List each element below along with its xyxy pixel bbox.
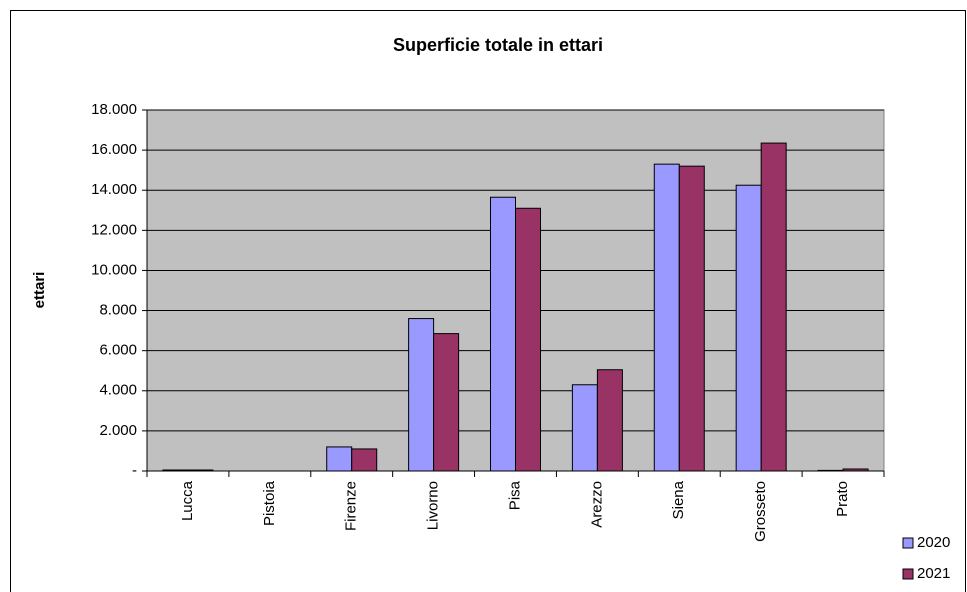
x-tick-label: Lucca bbox=[179, 480, 196, 521]
y-tick-label: 10.000 bbox=[91, 261, 137, 278]
bar bbox=[735, 184, 762, 472]
y-tick-label: 18.000 bbox=[91, 101, 137, 118]
y-tick-label: 16.000 bbox=[91, 141, 137, 158]
x-tick-label: Firenze bbox=[343, 481, 360, 531]
y-axis-label: ettari bbox=[31, 272, 48, 309]
bar bbox=[490, 196, 516, 472]
bar bbox=[351, 448, 378, 472]
legend-swatch bbox=[902, 568, 914, 580]
bar bbox=[326, 446, 353, 472]
bar bbox=[760, 142, 787, 472]
legend-label: 2020 bbox=[917, 534, 950, 551]
bar bbox=[515, 207, 541, 472]
bar bbox=[571, 384, 598, 472]
bar bbox=[678, 165, 705, 472]
x-tick-label: Prato bbox=[834, 481, 851, 517]
x-tick-label: Grosseto bbox=[752, 481, 769, 542]
x-tick-label: Pistoia bbox=[261, 480, 278, 526]
chart-title: Superficie totale in ettari bbox=[393, 35, 603, 55]
y-tick-label: - bbox=[132, 462, 137, 479]
bar bbox=[408, 318, 435, 472]
y-tick-label: 12.000 bbox=[91, 221, 137, 238]
legend-swatch bbox=[902, 537, 914, 549]
y-tick-label: 14.000 bbox=[91, 181, 137, 198]
legend-label: 2021 bbox=[917, 565, 950, 582]
y-tick-label: 2.000 bbox=[99, 422, 137, 439]
x-tick-label: Livorno bbox=[425, 481, 442, 530]
bar bbox=[596, 369, 623, 472]
x-tick-label: Arezzo bbox=[588, 481, 605, 528]
y-tick-label: 8.000 bbox=[99, 302, 137, 319]
y-tick-label: 4.000 bbox=[99, 382, 137, 399]
bar bbox=[653, 163, 680, 472]
x-tick-label: Pisa bbox=[506, 480, 523, 510]
y-tick-label: 6.000 bbox=[99, 342, 137, 359]
bar bbox=[433, 333, 460, 472]
x-tick-label: Siena bbox=[670, 480, 687, 519]
